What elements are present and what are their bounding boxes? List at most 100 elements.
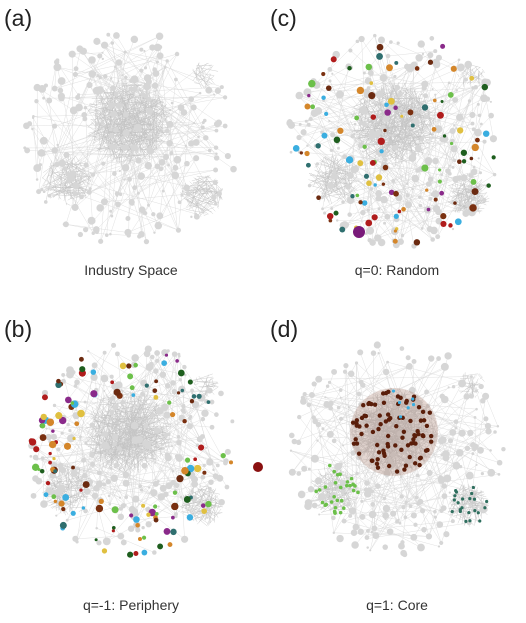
node bbox=[377, 137, 385, 146]
edge bbox=[478, 373, 483, 378]
node bbox=[374, 442, 380, 448]
node bbox=[389, 387, 393, 391]
node bbox=[422, 453, 427, 457]
node bbox=[365, 219, 373, 227]
node bbox=[448, 491, 451, 494]
node bbox=[211, 194, 217, 201]
node bbox=[220, 452, 226, 459]
node bbox=[184, 457, 191, 463]
edge bbox=[323, 157, 337, 193]
node bbox=[59, 466, 67, 474]
node bbox=[382, 453, 387, 459]
node bbox=[204, 410, 208, 414]
node bbox=[433, 515, 437, 519]
node bbox=[90, 461, 96, 467]
node bbox=[28, 438, 34, 444]
edge bbox=[292, 353, 379, 473]
node bbox=[122, 479, 130, 487]
edge bbox=[144, 429, 162, 449]
node bbox=[376, 53, 383, 60]
node bbox=[139, 47, 144, 52]
node bbox=[384, 426, 387, 430]
edge bbox=[113, 397, 138, 515]
node bbox=[324, 111, 329, 116]
node bbox=[253, 462, 263, 472]
node bbox=[484, 422, 492, 430]
edge bbox=[385, 92, 388, 95]
node bbox=[40, 456, 45, 461]
node bbox=[433, 509, 437, 514]
node bbox=[333, 136, 341, 144]
node bbox=[96, 204, 104, 212]
node bbox=[111, 525, 116, 530]
edge bbox=[72, 52, 103, 55]
edge bbox=[66, 153, 217, 156]
node bbox=[48, 460, 52, 465]
edge bbox=[402, 88, 414, 101]
node bbox=[353, 484, 357, 488]
node bbox=[332, 469, 337, 474]
edge bbox=[109, 468, 112, 505]
edge bbox=[213, 383, 216, 389]
node bbox=[403, 515, 408, 520]
node bbox=[216, 191, 222, 197]
edge bbox=[37, 87, 119, 205]
edge bbox=[462, 184, 473, 207]
edge bbox=[128, 205, 149, 236]
edge bbox=[105, 123, 113, 130]
node bbox=[449, 141, 454, 146]
node bbox=[336, 94, 340, 98]
node bbox=[441, 135, 449, 143]
edge bbox=[156, 436, 165, 444]
edge bbox=[205, 175, 208, 195]
node bbox=[413, 522, 418, 527]
node bbox=[138, 206, 146, 214]
edge bbox=[204, 74, 211, 89]
node bbox=[348, 513, 353, 518]
edge bbox=[113, 416, 125, 425]
edge bbox=[187, 191, 208, 200]
edge bbox=[192, 192, 210, 194]
edge bbox=[79, 48, 189, 195]
edge bbox=[334, 176, 351, 201]
node bbox=[79, 366, 86, 373]
edge bbox=[201, 489, 214, 497]
node bbox=[325, 85, 332, 91]
edge bbox=[452, 492, 484, 500]
edge bbox=[471, 487, 478, 501]
node bbox=[200, 125, 205, 130]
node bbox=[347, 370, 355, 378]
edge bbox=[70, 424, 93, 439]
node bbox=[110, 85, 116, 92]
node bbox=[414, 495, 419, 500]
node bbox=[381, 400, 387, 405]
node bbox=[143, 238, 150, 245]
node bbox=[182, 364, 187, 370]
edge bbox=[46, 160, 52, 182]
node bbox=[423, 448, 429, 453]
node bbox=[130, 75, 139, 84]
panel-label: (a) bbox=[4, 5, 32, 31]
node bbox=[357, 160, 364, 167]
node bbox=[312, 418, 318, 425]
edge bbox=[432, 140, 453, 195]
node bbox=[431, 126, 437, 132]
node bbox=[311, 502, 318, 509]
node bbox=[91, 492, 99, 500]
node bbox=[170, 101, 174, 105]
node bbox=[287, 121, 296, 129]
node bbox=[449, 429, 457, 436]
node bbox=[146, 134, 152, 140]
node bbox=[469, 204, 477, 212]
edge bbox=[97, 415, 106, 430]
edge bbox=[405, 394, 418, 463]
node bbox=[143, 66, 148, 70]
node bbox=[412, 418, 415, 421]
node bbox=[401, 505, 406, 510]
edge bbox=[98, 89, 113, 122]
node bbox=[299, 151, 303, 155]
node bbox=[323, 485, 328, 489]
edge bbox=[89, 123, 218, 193]
node bbox=[116, 446, 122, 451]
edge bbox=[151, 403, 157, 444]
